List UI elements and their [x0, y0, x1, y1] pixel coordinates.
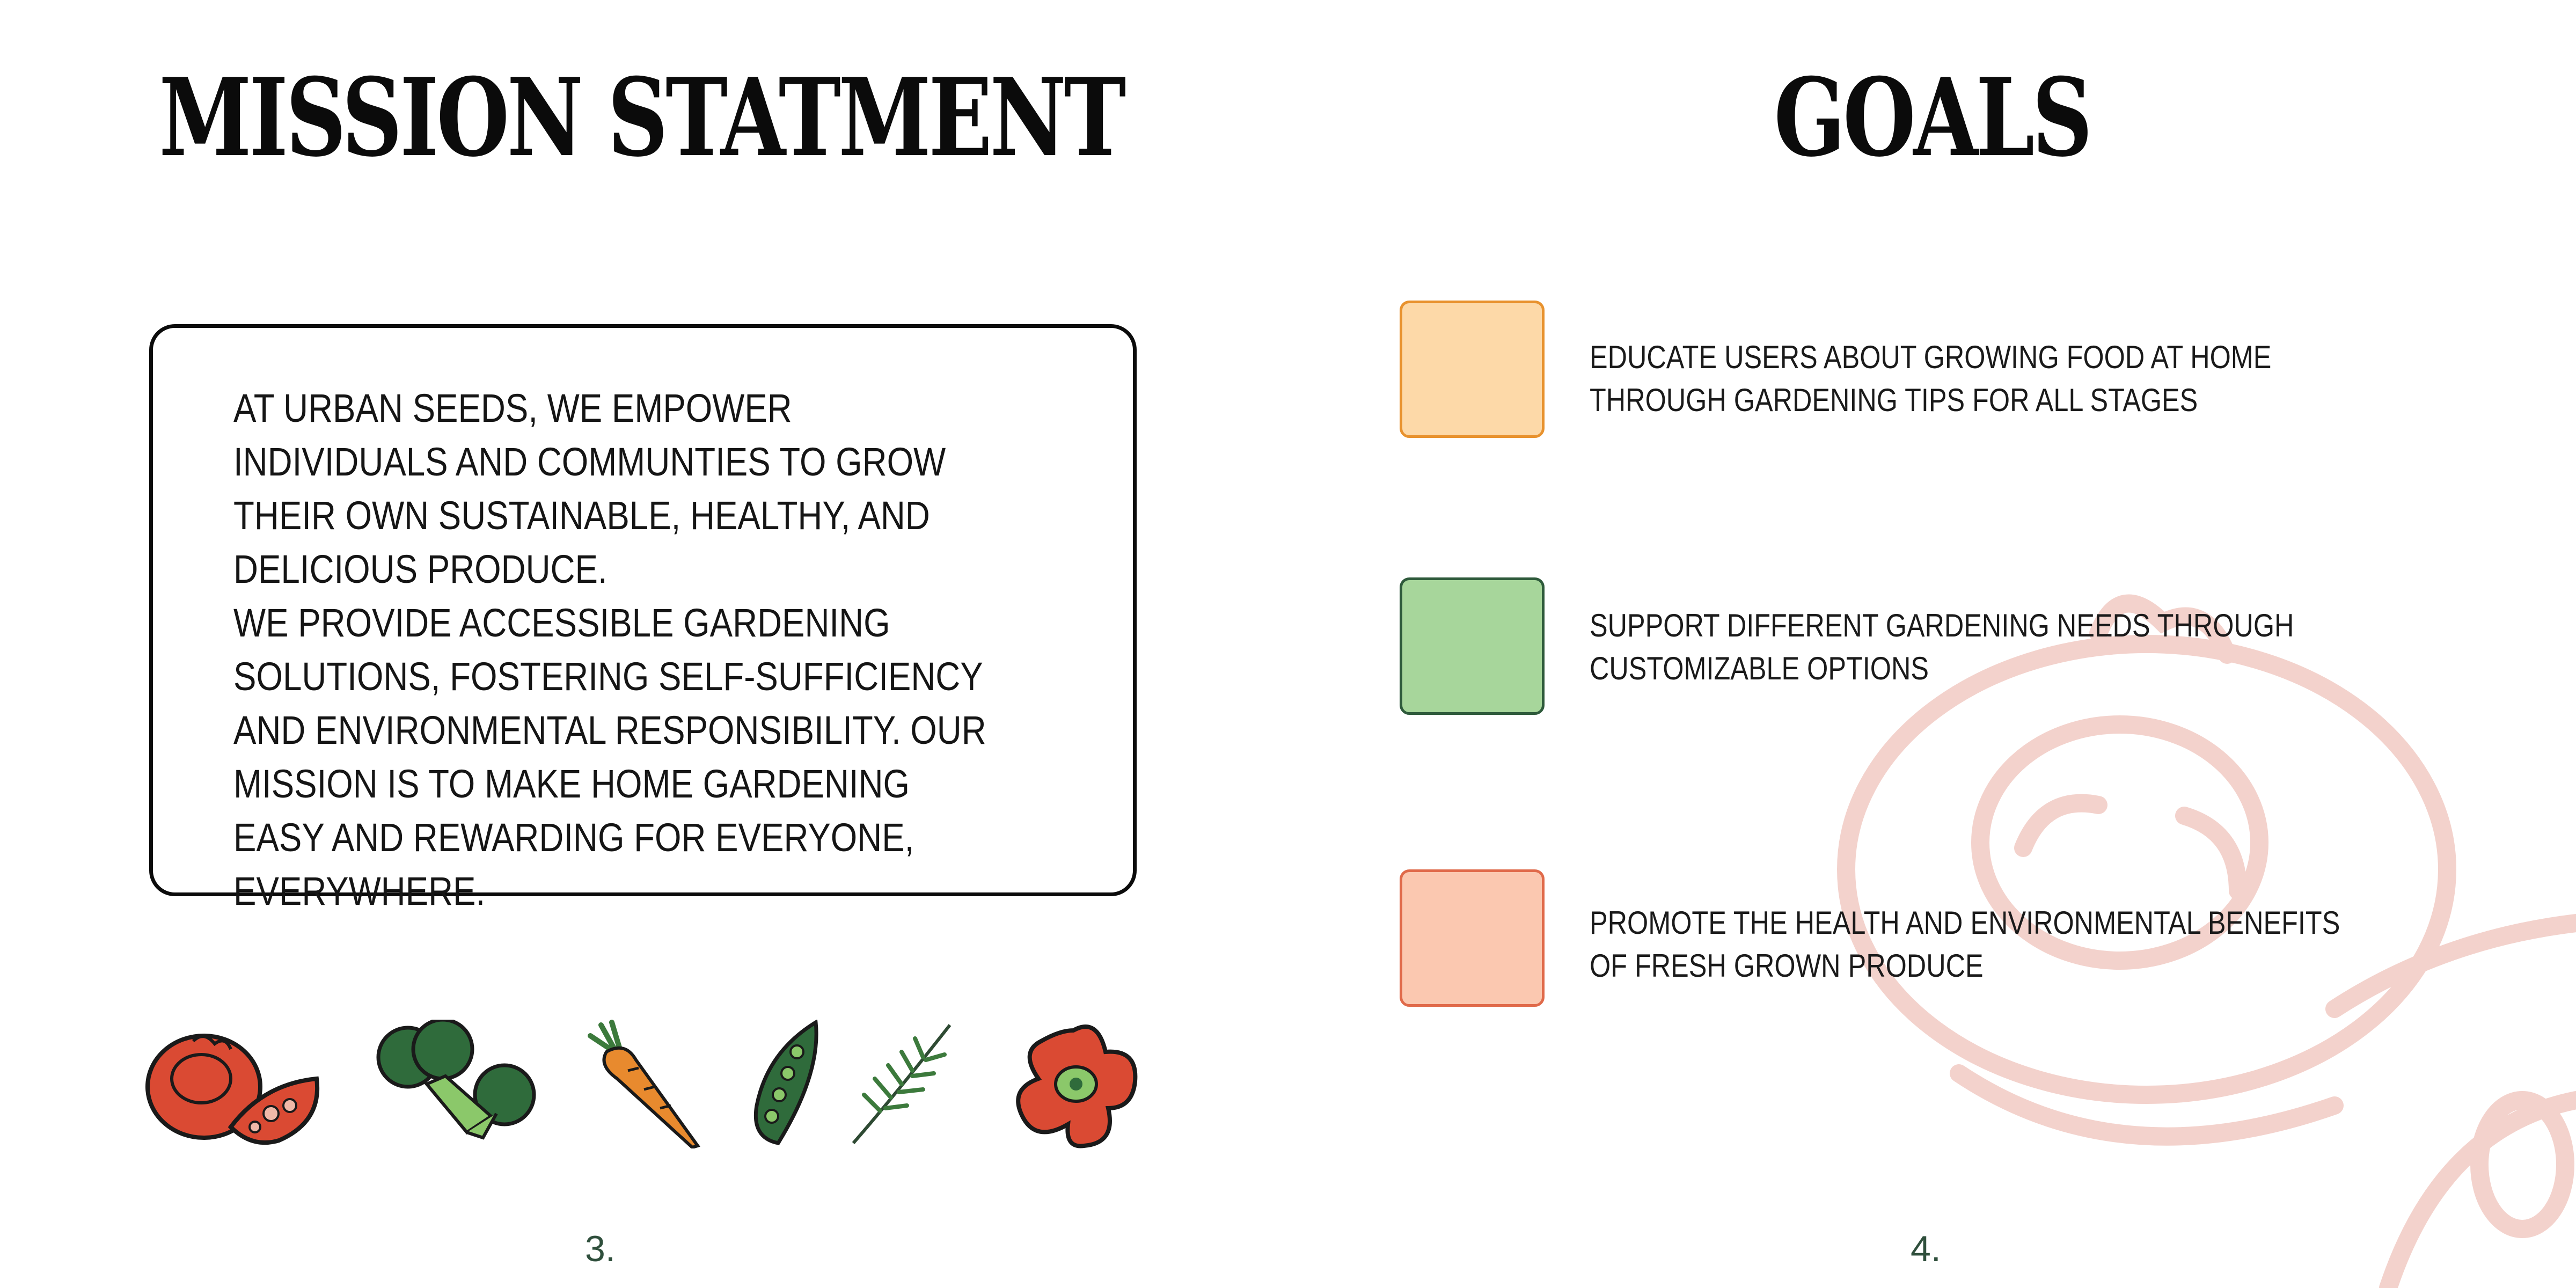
left-page: MISSION STATMENT AT URBAN SEEDS, WE EMPO… — [145, 55, 1148, 1269]
tomato-icon — [145, 1034, 320, 1145]
goal-badge-1: 1. — [1400, 301, 1545, 438]
vegetable-illustrations — [145, 1020, 1148, 1159]
pea-pod-icon — [753, 1020, 818, 1145]
goal-number-2: 2. — [1411, 580, 1532, 712]
goal-number-1: 1. — [1411, 303, 1532, 435]
goal-text-1: EDUCATE USERS ABOUT GROWING FOOD AT HOME… — [1590, 339, 2272, 418]
page-number-left: 3. — [585, 1228, 616, 1269]
goal-text-3: PROMOTE THE HEALTH AND ENVIRONMENTAL BEN… — [1590, 905, 2340, 984]
page-number-right: 4. — [1911, 1228, 1941, 1269]
tomato-outline-icon — [1837, 594, 2576, 1288]
mission-title: MISSION STATMENT — [159, 55, 1126, 181]
broccoli-icon — [376, 1020, 536, 1140]
goals-title: GOALS — [1774, 55, 2092, 181]
goal-badge-2: 2. — [1400, 577, 1545, 715]
goal-number-3: 3. — [1411, 872, 1532, 1004]
goal-badge-3: 3. — [1400, 869, 1545, 1007]
mission-paragraph-2: WE PROVIDE ACCESSIBLE GARDENING SOLUTION… — [233, 601, 986, 913]
goal-text-2: SUPPORT DIFFERENT GARDENING NEEDS THROUG… — [1590, 608, 2294, 686]
flower-icon — [1016, 1024, 1138, 1148]
rosemary-icon — [852, 1024, 952, 1144]
mission-paragraph-1: AT URBAN SEEDS, WE EMPOWER INDIVIDUALS A… — [233, 386, 946, 591]
carrot-icon — [588, 1020, 700, 1148]
right-page: GOALS 1. EDUCATE USERS ABOUT GROWING FOO… — [1288, 0, 2576, 1288]
mission-statement-box: AT URBAN SEEDS, WE EMPOWER INDIVIDUALS A… — [149, 324, 1137, 913]
